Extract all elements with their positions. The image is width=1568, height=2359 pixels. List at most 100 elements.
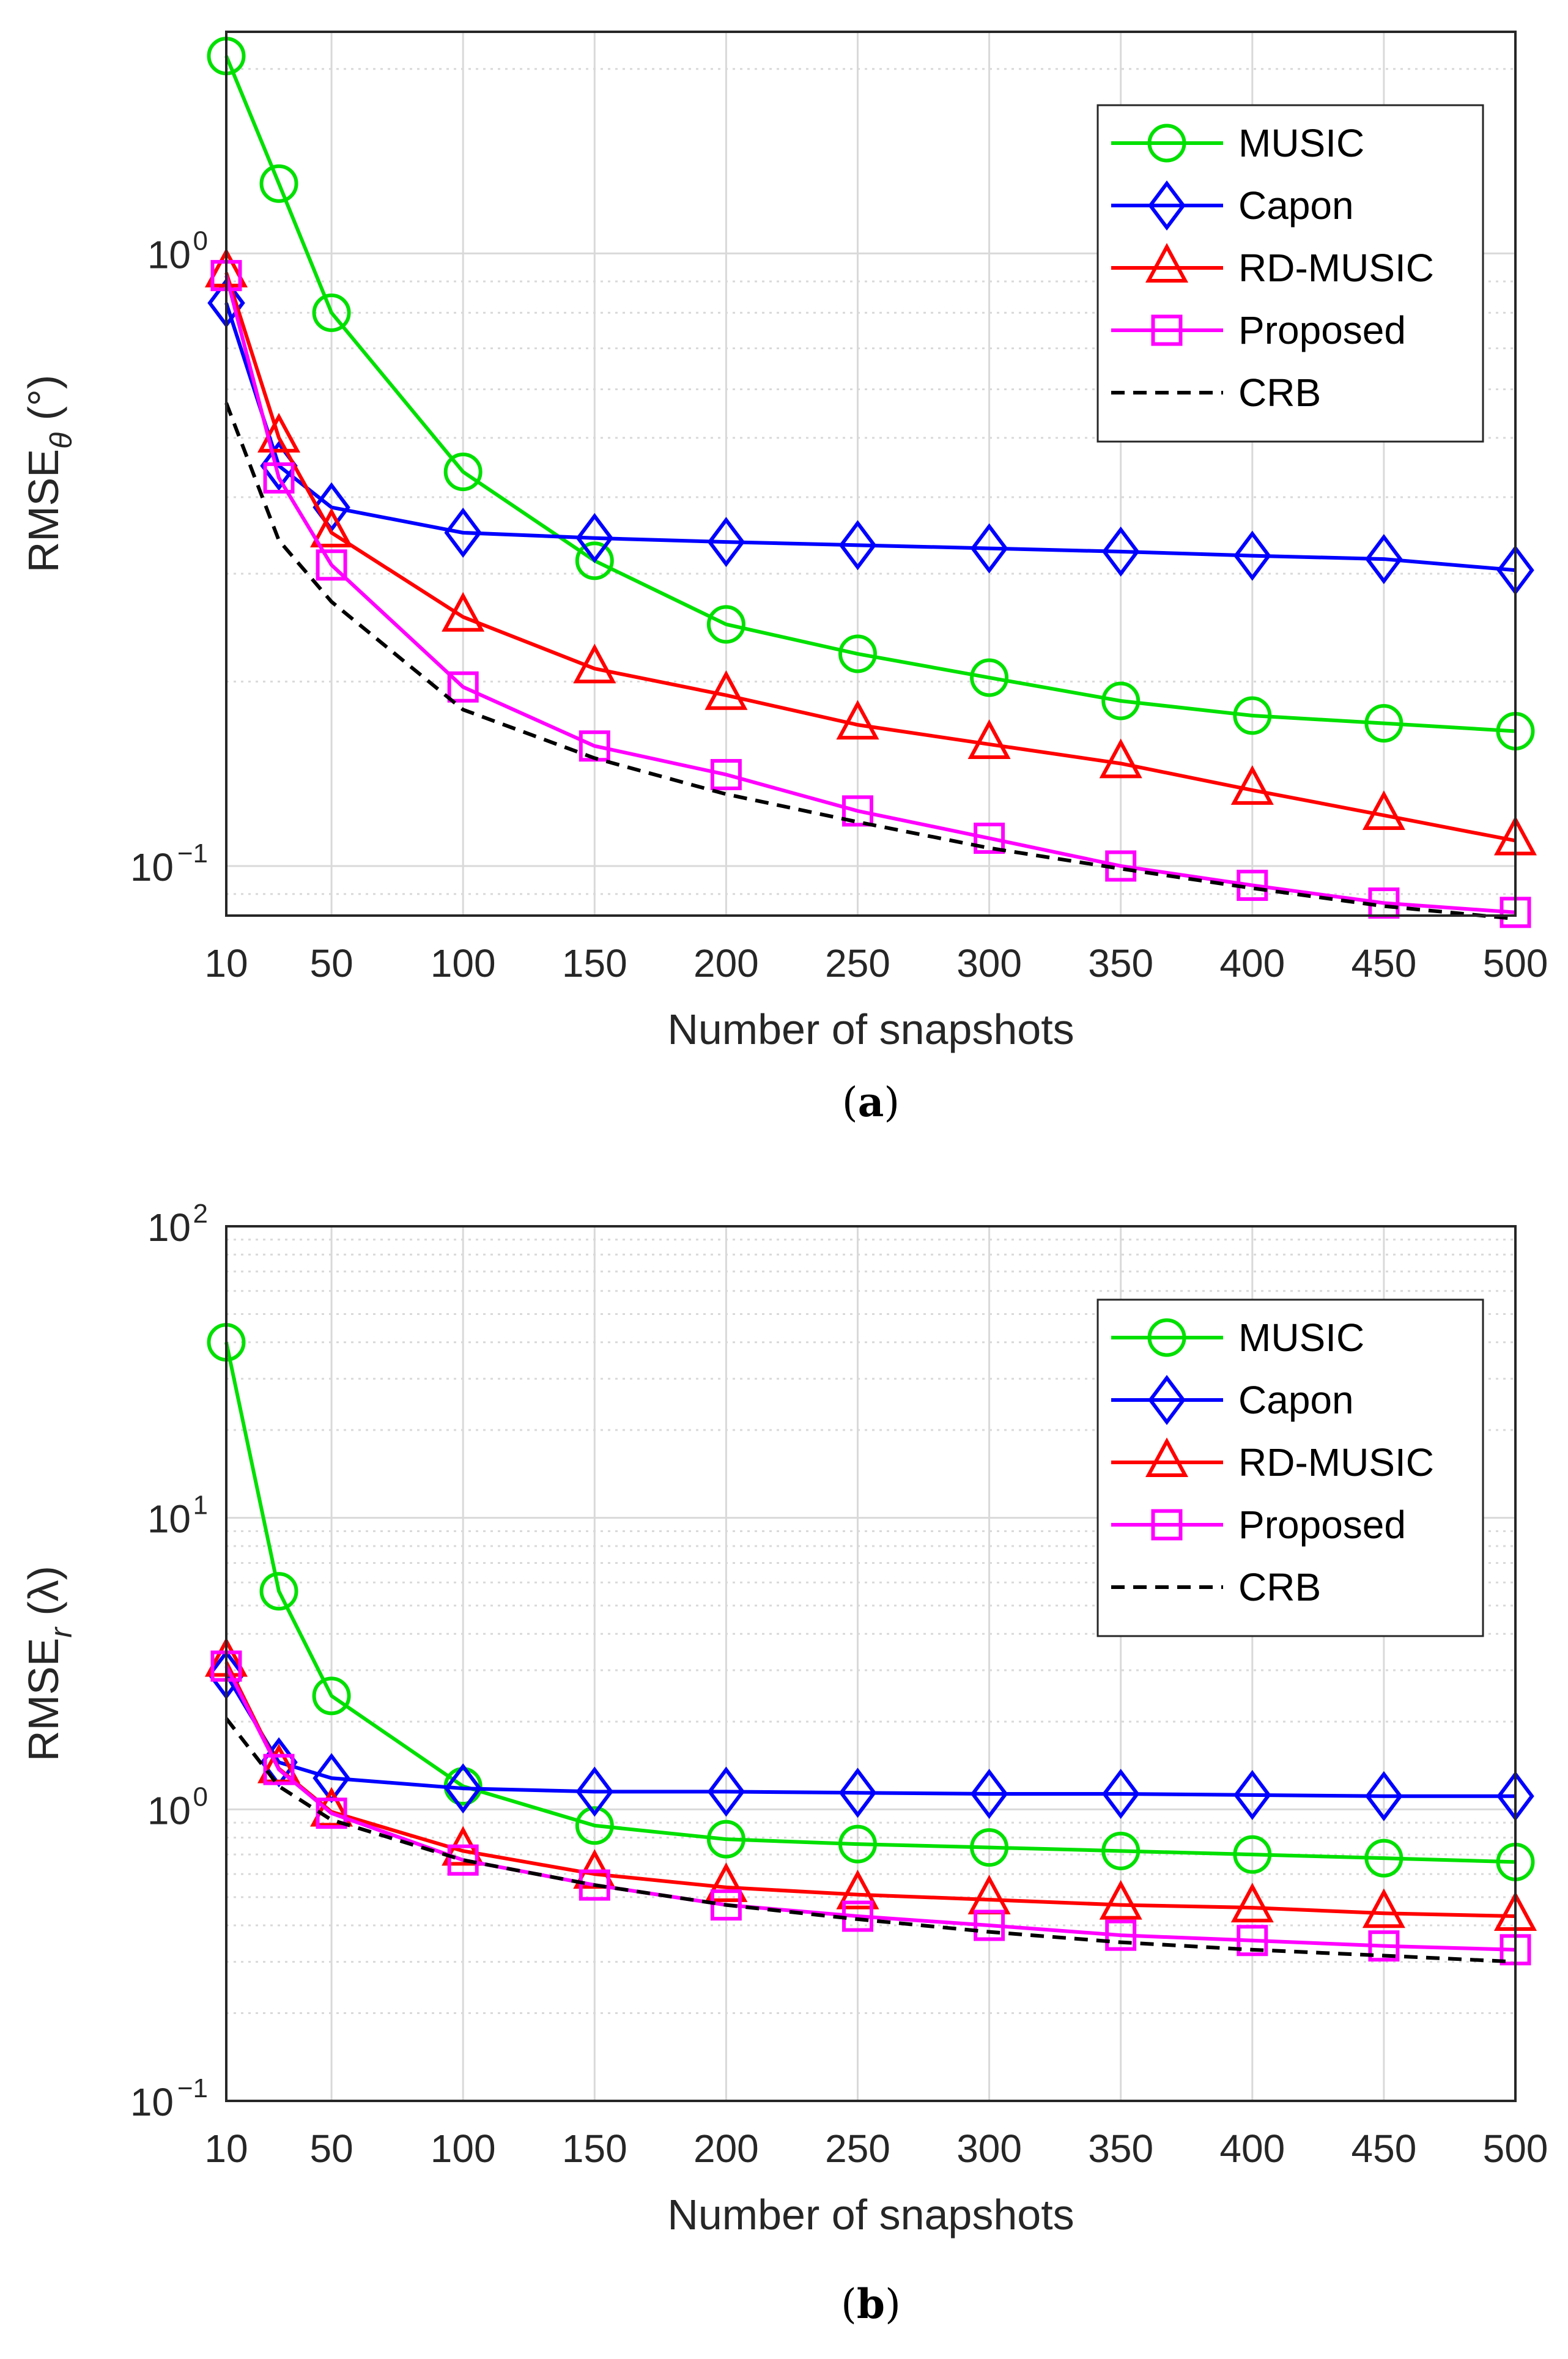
- x-tick-label: 200: [693, 941, 759, 985]
- data-point-rd-music: [442, 591, 485, 632]
- data-point-music: [259, 1572, 298, 1611]
- y-axis-label: RMSEθ (°): [20, 375, 78, 572]
- data-point-proposed: [974, 823, 1005, 854]
- caption-letter: b: [857, 2280, 885, 2328]
- data-point-proposed: [974, 1909, 1005, 1941]
- data-point-music: [970, 658, 1009, 697]
- y-tick-label: 10: [130, 2080, 174, 2124]
- x-axis-label: Number of snapshots: [667, 2191, 1074, 2239]
- data-point-capon: [575, 513, 614, 563]
- x-tick-label: 300: [956, 2127, 1022, 2171]
- data-point-rd-music: [1362, 790, 1405, 831]
- data-point-proposed: [841, 795, 873, 827]
- data-point-proposed: [263, 1754, 295, 1785]
- legend-label-proposed: Proposed: [1238, 308, 1406, 352]
- data-point-rd-music: [967, 719, 1011, 759]
- data-point-music: [1364, 704, 1403, 743]
- data-point-music: [312, 1676, 351, 1716]
- series-crb: [224, 1717, 1516, 1964]
- figure-caption: (b): [841, 2280, 901, 2328]
- x-tick-label: 250: [825, 941, 890, 985]
- data-point-rd-music: [836, 700, 879, 740]
- x-tick-label: 400: [1219, 2127, 1285, 2171]
- legend-marker-music: [1147, 1318, 1186, 1357]
- data-point-proposed: [263, 462, 295, 494]
- data-point-capon: [970, 1769, 1008, 1820]
- series-line-crb: [224, 1717, 1516, 1964]
- legend-marker-rd-music: [1145, 1437, 1189, 1477]
- x-tick-label: 450: [1352, 941, 1417, 985]
- x-tick-label: 10: [204, 2127, 248, 2171]
- caption-letter: a: [858, 1078, 884, 1126]
- data-point-capon: [444, 1763, 482, 1814]
- data-point-capon: [1233, 530, 1271, 581]
- y-tick-exponent: 0: [193, 226, 208, 256]
- x-tick-label: 400: [1219, 941, 1285, 985]
- y-axis-label-unit: (λ): [20, 1566, 67, 1628]
- legend-label-crb: CRB: [1238, 371, 1321, 415]
- data-point-music: [575, 1806, 614, 1845]
- legend-marker-proposed: [1151, 1509, 1183, 1541]
- data-point-rd-music: [257, 1743, 301, 1783]
- y-tick-exponent: 1: [193, 1491, 208, 1520]
- series-music: [207, 1323, 1535, 1881]
- legend-label-rd-music: RD-MUSIC: [1238, 1440, 1434, 1484]
- y-axis-label-unit: (°): [20, 375, 67, 432]
- data-point-rd-music: [1230, 765, 1274, 805]
- data-point-proposed: [1105, 1919, 1137, 1951]
- y-tick-exponent: −1: [177, 839, 208, 868]
- data-point-capon: [1365, 1771, 1403, 1821]
- series-rd-music: [204, 248, 1537, 856]
- y-tick-exponent: 0: [193, 1782, 208, 1812]
- series-line-rd-music: [224, 272, 1516, 843]
- data-point-capon: [1233, 1769, 1271, 1820]
- data-point-capon: [575, 1766, 614, 1817]
- data-point-music: [1233, 1835, 1272, 1874]
- data-point-music: [575, 541, 614, 580]
- legend-marker-capon: [1148, 1375, 1186, 1425]
- data-point-capon: [838, 520, 877, 571]
- x-tick-label: 150: [562, 941, 627, 985]
- data-point-rd-music: [1099, 1879, 1142, 1920]
- x-tick-label: 50: [309, 941, 353, 985]
- legend-marker-capon: [1148, 180, 1186, 231]
- x-tick-label: 250: [825, 2127, 890, 2171]
- data-point-rd-music: [704, 1862, 748, 1902]
- data-point-music: [1101, 681, 1141, 720]
- x-tick-label: 10: [204, 941, 248, 985]
- legend-marker-music: [1147, 124, 1186, 163]
- y-axis-label-main: RMSE: [20, 1638, 67, 1761]
- y-tick-exponent: 2: [193, 1199, 208, 1229]
- x-tick-label: 50: [309, 2127, 353, 2171]
- x-tick-label: 500: [1483, 941, 1548, 985]
- axes-box: [225, 1225, 1517, 2102]
- data-point-music: [706, 1820, 745, 1859]
- y-tick-label: 10: [147, 1497, 191, 1541]
- y-axis-label-main: RMSE: [20, 449, 67, 572]
- data-point-music: [259, 164, 298, 203]
- data-point-proposed: [710, 758, 742, 790]
- data-point-rd-music: [836, 1869, 879, 1909]
- data-point-proposed: [316, 549, 347, 581]
- data-point-rd-music: [704, 670, 748, 710]
- data-point-capon: [1365, 534, 1403, 585]
- data-point-capon: [444, 507, 482, 558]
- legend-marker-proposed: [1151, 314, 1183, 346]
- series-line-music: [224, 55, 1516, 733]
- data-point-capon: [970, 523, 1008, 574]
- data-point-music: [838, 634, 877, 673]
- data-point-capon: [838, 1768, 877, 1818]
- x-tick-label: 500: [1483, 2127, 1548, 2171]
- data-point-capon: [707, 1766, 745, 1817]
- legend-label-music: MUSIC: [1238, 121, 1364, 165]
- y-axis-label: RMSEr (λ): [20, 1566, 78, 1761]
- data-point-capon: [1101, 526, 1140, 577]
- y-tick-label: 10: [147, 1205, 191, 1250]
- x-tick-label: 350: [1088, 941, 1153, 985]
- legend-marker-rd-music: [1145, 243, 1189, 283]
- data-point-music: [838, 1824, 877, 1864]
- series-line-music: [224, 1342, 1516, 1864]
